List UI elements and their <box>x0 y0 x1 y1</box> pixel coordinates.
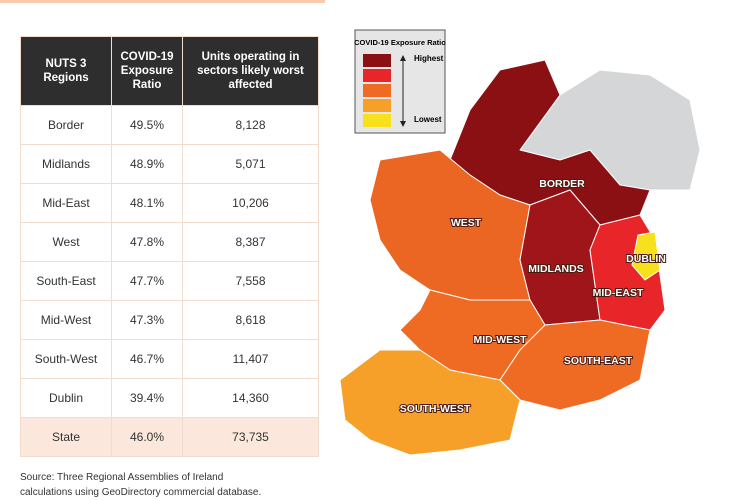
table-cell: South-West <box>20 339 112 379</box>
legend-low: Lowest <box>414 115 442 124</box>
table-cell: 48.9% <box>111 144 183 184</box>
legend-swatch <box>363 84 391 97</box>
table-cell: State <box>20 417 112 457</box>
region-label: SOUTH-WEST <box>400 403 471 415</box>
region-label: MID-EAST <box>593 287 644 299</box>
source-line: Source: Three Regional Assemblies of Ire… <box>20 472 224 483</box>
header-cell: NUTS 3 Regions <box>20 36 112 106</box>
table-row: South-East 47.7% 7,558 <box>20 261 319 301</box>
legend-swatch <box>363 69 391 82</box>
data-table: NUTS 3 Regions COVID-19 Exposure Ratio Units … <box>20 36 319 457</box>
table-cell: 39.4% <box>111 378 183 418</box>
table-cell: 8,387 <box>182 222 319 262</box>
table-cell: 48.1% <box>111 183 183 223</box>
region-label: SOUTH-EAST <box>564 355 633 367</box>
map: COVID-19 Exposure Ratio Highest Lowest B… <box>339 29 701 456</box>
header-line: NUTS 3 <box>45 58 87 70</box>
source-line: calculations using GeoDirectory commerci… <box>20 487 262 498</box>
table-cell: 7,558 <box>182 261 319 301</box>
table-cell: 8,128 <box>182 105 319 145</box>
header-line: Exposure <box>120 65 174 77</box>
table-row: Midlands 48.9% 5,071 <box>20 144 319 184</box>
table-row: Mid-West 47.3% 8,618 <box>20 300 319 340</box>
table-row: State 46.0% 73,735 <box>20 417 319 457</box>
region-label: BORDER <box>539 178 585 190</box>
legend-arrow-head <box>400 55 406 61</box>
table-cell: 73,735 <box>182 417 319 457</box>
top-bar <box>0 0 325 3</box>
header-line: Ratio <box>132 79 162 91</box>
region-label: MID-WEST <box>473 334 527 346</box>
table-cell: Mid-East <box>20 183 112 223</box>
table-cell: West <box>20 222 112 262</box>
header-line: COVID-19 <box>120 51 174 63</box>
table-cell: 8,618 <box>182 300 319 340</box>
table-cell: 47.7% <box>111 261 183 301</box>
header-line: affected <box>228 79 273 91</box>
legend-title: COVID-19 Exposure Ratio <box>354 38 446 47</box>
legend-swatch <box>363 114 391 127</box>
header-line: Regions <box>43 72 89 84</box>
table-cell: Dublin <box>20 378 112 418</box>
region-label: WEST <box>451 217 482 229</box>
table-row: Border 49.5% 8,128 <box>20 105 319 145</box>
table-row: South-West 46.7% 11,407 <box>20 339 319 379</box>
table-cell: 49.5% <box>111 105 183 145</box>
table-cell: 11,407 <box>182 339 319 379</box>
table-cell: Mid-West <box>20 300 112 340</box>
header-line: sectors likely worst <box>197 65 304 77</box>
legend-arrow-head <box>400 121 406 127</box>
header-line: Units operating in <box>201 51 300 63</box>
table-cell: 5,071 <box>182 144 319 184</box>
legend-swatch <box>363 99 391 112</box>
region-south-east <box>499 319 651 411</box>
table-cell: South-East <box>20 261 112 301</box>
region-label: MIDLANDS <box>528 263 583 275</box>
region-label: DUBLIN <box>626 253 666 265</box>
table-cell: 46.7% <box>111 339 183 379</box>
table-cell: Midlands <box>20 144 112 184</box>
region-south-west <box>339 349 521 456</box>
table-cell: 46.0% <box>111 417 183 457</box>
table-cell: Border <box>20 105 112 145</box>
table-cell: 10,206 <box>182 183 319 223</box>
table-cell: 14,360 <box>182 378 319 418</box>
table-row: Dublin 39.4% 14,360 <box>20 378 319 418</box>
header-cell: COVID-19 Exposure Ratio <box>111 36 183 106</box>
region-dublin <box>631 231 661 281</box>
table-row: Mid-East 48.1% 10,206 <box>20 183 319 223</box>
legend-swatch <box>363 54 391 67</box>
table-cell: 47.3% <box>111 300 183 340</box>
table-cell: 47.8% <box>111 222 183 262</box>
table-row: West 47.8% 8,387 <box>20 222 319 262</box>
legend-high: Highest <box>414 54 444 63</box>
header-cell: Units operating in sectors likely worst af… <box>182 36 319 106</box>
